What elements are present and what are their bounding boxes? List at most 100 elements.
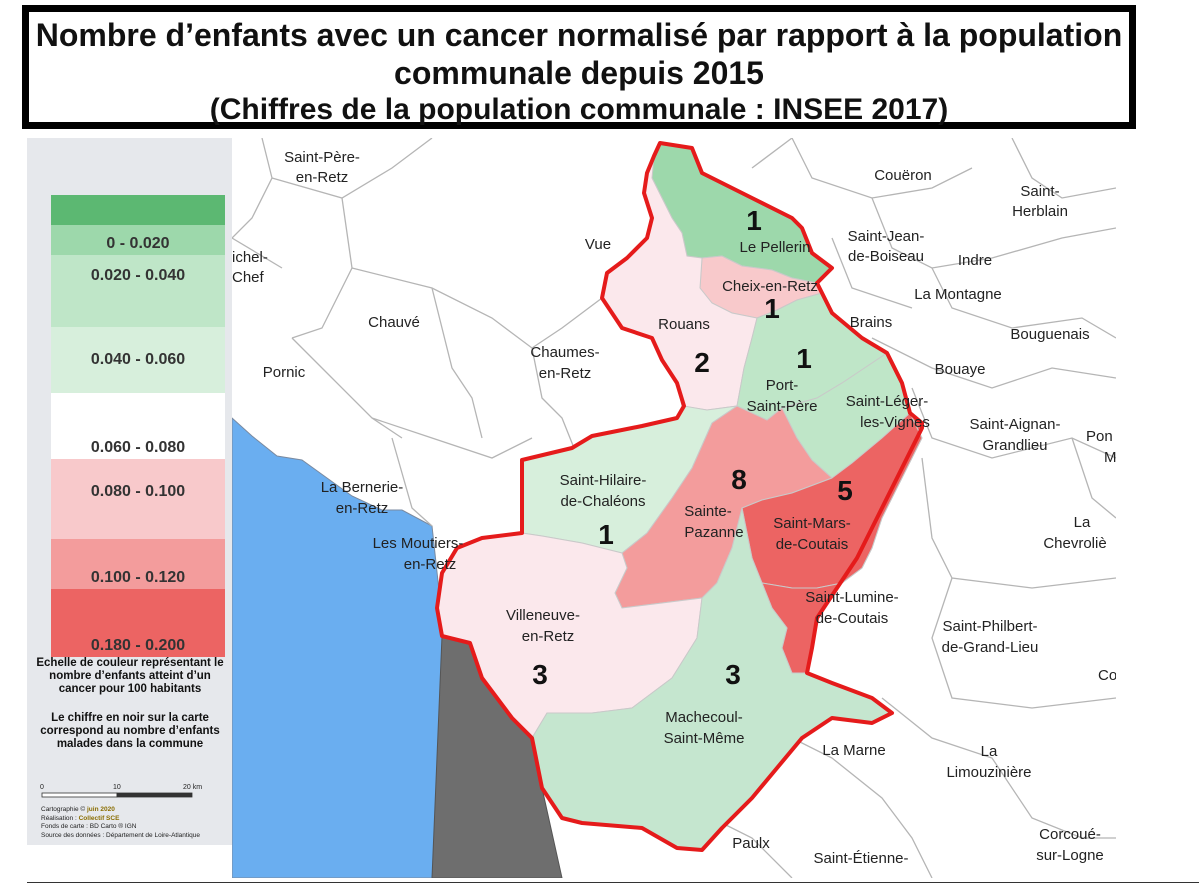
- label-sainte-pazanne: Sainte-: [684, 503, 732, 520]
- label-saint-leger-les-vignes-2: les-Vignes: [860, 414, 930, 431]
- count-saint-hilaire-de-chaleons: 1: [598, 519, 614, 550]
- label-port-saint-pere: Port-: [766, 377, 799, 394]
- label-la-marne: La Marne: [822, 742, 885, 759]
- legend-label-3: 0.040 - 0.060: [90, 351, 186, 368]
- label-machecoul-saint-meme: Machecoul-: [665, 709, 743, 726]
- study-area-outline: [435, 141, 924, 852]
- count-rouans: 2: [694, 347, 710, 378]
- legend-label-5: 0.080 - 0.100: [90, 483, 186, 500]
- legend-label-1: 0 - 0.020: [106, 235, 170, 252]
- label-corcoue-partial: Co: [1098, 667, 1116, 684]
- legend-swatch-5: 0.080 - 0.100: [51, 459, 225, 539]
- label-corcoue-sur-logne: Corcoué-: [1039, 826, 1101, 843]
- label-bouguenais: Bouguenais: [1010, 326, 1089, 343]
- label-le-pellerin: Le Pellerin: [740, 239, 811, 256]
- label-vue: Vue: [585, 236, 611, 253]
- label-saint-aignan-grandlieu-2: Grandlieu: [982, 437, 1047, 454]
- legend-label-4: 0.060 - 0.080: [90, 439, 186, 456]
- legend-label-6: 0.100 - 0.120: [90, 569, 186, 586]
- label-la-montagne: La Montagne: [914, 286, 1002, 303]
- map-credits: Cartographie © juin 2020 Réalisation : C…: [41, 806, 200, 840]
- label-saint-pere-en-retz: Saint-Père-: [284, 149, 360, 166]
- label-coueron: Couëron: [874, 167, 932, 184]
- count-cheix-en-retz: 1: [764, 293, 780, 324]
- title-line-1: Nombre d’enfants avec un cancer normalis…: [35, 17, 1123, 53]
- count-saint-mars-de-coutais: 5: [837, 475, 853, 506]
- color-legend: 0 - 0.020 0.020 - 0.040 0.040 - 0.060 0.…: [27, 138, 232, 845]
- label-villeneuve-en-retz-2: en-Retz: [522, 628, 575, 645]
- label-chaumes-en-retz-2: en-Retz: [539, 365, 592, 382]
- label-cheix-en-retz: Cheix-en-Retz: [722, 278, 818, 295]
- label-saint-hilaire-de-chaleons: Saint-Hilaire-: [560, 472, 647, 489]
- label-saint-lumine-de-coutais: Saint-Lumine-: [805, 589, 898, 606]
- label-saint-etienne: Saint-Étienne-: [813, 850, 908, 867]
- label-paulx: Paulx: [732, 835, 770, 852]
- label-chauve: Chauvé: [368, 314, 420, 331]
- legend-swatch-7: 0.180 - 0.200: [51, 589, 225, 657]
- label-saint-michel-chef-2: Chef: [232, 269, 265, 286]
- legend-swatch-1: 0 - 0.020: [51, 225, 225, 255]
- label-pont-saint-martin-2: M: [1104, 449, 1116, 466]
- label-saint-pere-en-retz-2: en-Retz: [296, 169, 349, 186]
- credits-basemap: Fonds de carte : BD Carto ® IGN: [41, 823, 137, 830]
- legend-label-2: 0.020 - 0.040: [90, 267, 186, 284]
- label-saint-philbert-de-grand-lieu-2: de-Grand-Lieu: [942, 639, 1039, 656]
- label-corcoue-sur-logne-2: sur-Logne: [1036, 847, 1104, 864]
- credits-realisation: Réalisation :: [41, 814, 77, 822]
- credits-source: Source des données : Département de Loir…: [41, 831, 200, 839]
- count-machecoul-saint-meme: 3: [725, 659, 741, 690]
- label-les-moutiers-en-retz-2: en-Retz: [404, 556, 457, 573]
- legend-swatch-4: 0.060 - 0.080: [51, 393, 225, 459]
- label-la-limouziniere-2: Limouzinière: [946, 764, 1031, 781]
- label-port-saint-pere-2: Saint-Père: [747, 398, 818, 415]
- credits-author: Collectif SCE: [78, 814, 120, 822]
- label-villeneuve-en-retz: Villeneuve-: [506, 607, 580, 624]
- label-la-chevroliere: La: [1074, 514, 1091, 531]
- label-saint-jean-de-boiseau: Saint-Jean-: [848, 228, 925, 245]
- commune-boundaries: [232, 138, 1116, 878]
- legend-caption-scale: Echelle de couleur représentant le nombr…: [36, 657, 224, 695]
- map-canvas: Saint-Père- en-Retz Couëron Saint- Herbl…: [232, 138, 1116, 878]
- scale-tick-0: 0: [40, 784, 44, 791]
- label-saint-mars-de-coutais: Saint-Mars-: [773, 515, 851, 532]
- label-saint-leger-les-vignes: Saint-Léger-: [846, 393, 929, 410]
- legend-swatch-6: 0.100 - 0.120: [51, 539, 225, 589]
- label-saint-michel-chef: ichel-: [232, 249, 268, 266]
- legend-label-7: 0.180 - 0.200: [90, 637, 186, 654]
- label-sainte-pazanne-2: Pazanne: [684, 524, 743, 541]
- title-line-2: communale depuis 2015: [394, 55, 764, 91]
- label-saint-aignan-grandlieu: Saint-Aignan-: [970, 416, 1061, 433]
- label-saint-lumine-de-coutais-2: de-Coutais: [816, 610, 889, 627]
- label-saint-hilaire-de-chaleons-2: de-Chaléons: [560, 493, 645, 510]
- legend-swatch-3: 0.040 - 0.060: [51, 327, 225, 393]
- label-la-chevroliere-2: Chevroliè: [1043, 535, 1106, 552]
- label-brains: Brains: [850, 314, 893, 331]
- bottom-rule: [27, 882, 1199, 883]
- label-les-moutiers-en-retz: Les Moutiers-: [373, 535, 464, 552]
- label-la-bernerie-en-retz-2: en-Retz: [336, 500, 389, 517]
- credits-cartography: Cartographie ©: [41, 806, 86, 813]
- label-pont-saint-martin: Pon: [1086, 428, 1113, 445]
- count-le-pellerin: 1: [746, 205, 762, 236]
- label-saint-philbert-de-grand-lieu: Saint-Philbert-: [942, 618, 1037, 635]
- scale-tick-20: 20 km: [183, 784, 203, 791]
- label-bouaye: Bouaye: [935, 361, 986, 378]
- legend-swatch-0: [51, 195, 225, 225]
- choropleth-map: Saint-Père- en-Retz Couëron Saint- Herbl…: [232, 138, 1116, 878]
- label-la-bernerie-en-retz: La Bernerie-: [321, 479, 404, 496]
- count-sainte-pazanne: 8: [731, 464, 747, 495]
- label-saint-mars-de-coutais-2: de-Coutais: [776, 536, 849, 553]
- scale-tick-10: 10: [113, 784, 121, 791]
- credits-date: juin 2020: [87, 806, 115, 813]
- count-port-saint-pere: 1: [796, 343, 812, 374]
- count-villeneuve-en-retz: 3: [532, 659, 548, 690]
- scale-bar: [41, 792, 193, 798]
- label-chaumes-en-retz: Chaumes-: [530, 344, 599, 361]
- label-saint-herblain: Saint-: [1020, 183, 1059, 200]
- label-machecoul-saint-meme-2: Saint-Même: [664, 730, 745, 747]
- title-line-3: (Chiffres de la population communale : I…: [209, 93, 949, 126]
- map-title: Nombre d’enfants avec un cancer normalis…: [22, 5, 1136, 129]
- label-pornic: Pornic: [263, 364, 306, 381]
- legend-caption-numbers: Le chiffre en noir sur la carte correspo…: [40, 712, 220, 750]
- label-indre: Indre: [958, 252, 992, 269]
